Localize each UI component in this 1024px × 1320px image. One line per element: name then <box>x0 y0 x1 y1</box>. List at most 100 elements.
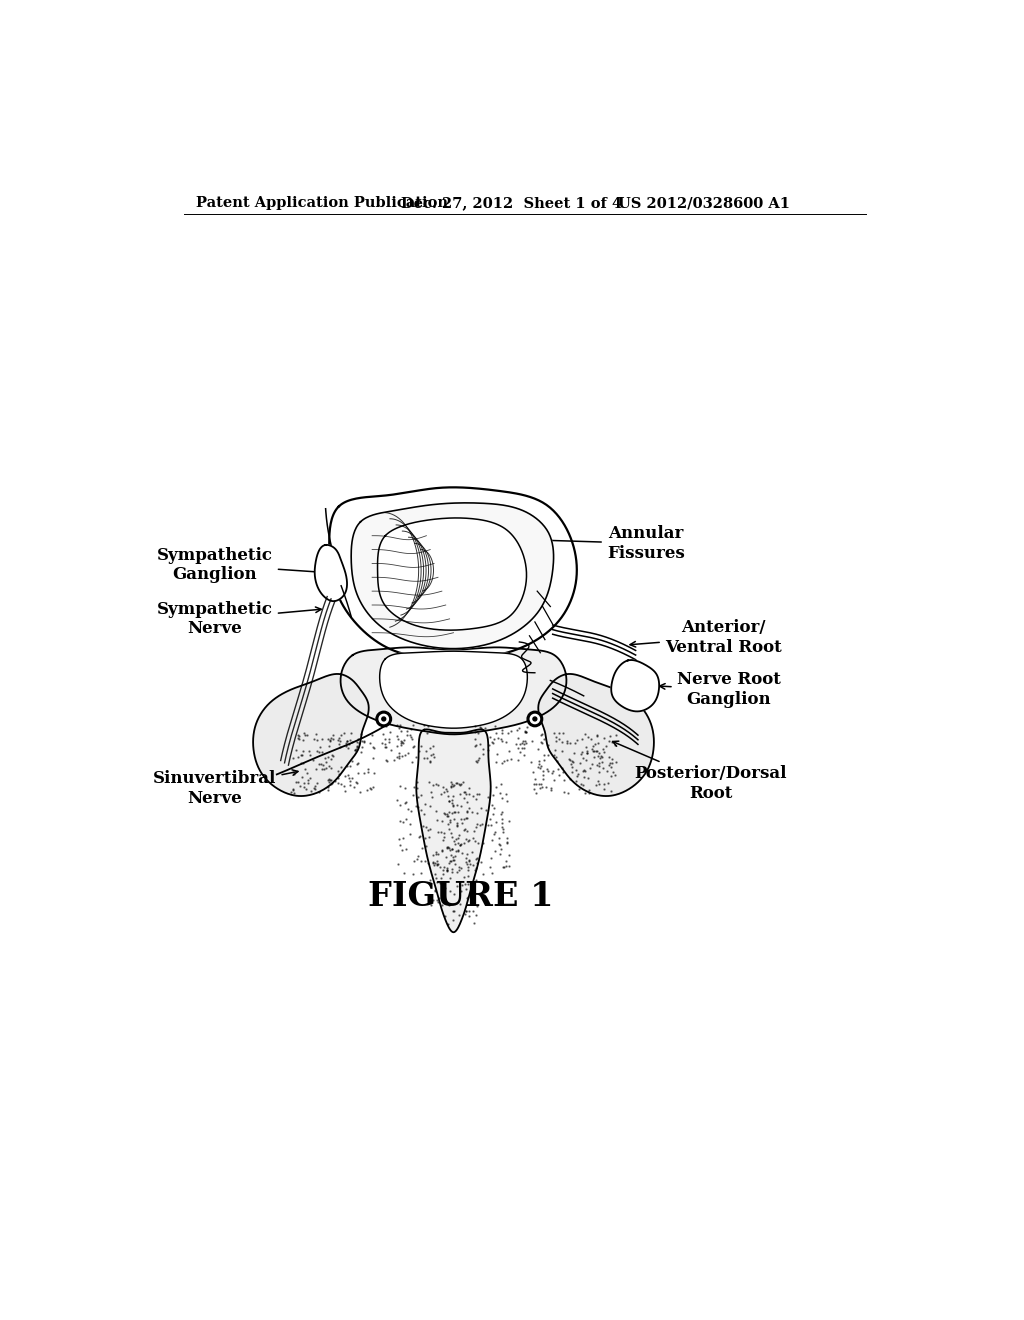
Point <box>447 841 464 862</box>
Point <box>485 784 502 805</box>
Point <box>297 725 313 746</box>
Point <box>487 776 504 797</box>
Point <box>324 727 340 748</box>
Point <box>602 766 618 787</box>
Point <box>458 900 474 921</box>
Point <box>608 725 625 746</box>
Point <box>538 776 554 797</box>
Point <box>450 813 466 834</box>
Point <box>562 754 579 775</box>
Point <box>451 859 467 880</box>
Point <box>486 797 503 818</box>
Point <box>450 801 466 822</box>
Point <box>423 787 439 808</box>
Point <box>446 854 463 875</box>
Point <box>321 755 337 776</box>
Point <box>427 800 443 821</box>
Point <box>401 824 418 845</box>
Point <box>290 771 306 792</box>
Point <box>546 744 562 766</box>
Point <box>443 793 460 814</box>
Point <box>342 755 358 776</box>
Point <box>323 774 339 795</box>
Point <box>425 735 441 756</box>
Point <box>465 828 481 849</box>
Circle shape <box>382 717 386 721</box>
Point <box>379 751 395 772</box>
Point <box>452 774 468 795</box>
Point <box>420 715 436 737</box>
Point <box>501 741 517 762</box>
Point <box>430 775 446 796</box>
Point <box>523 751 540 772</box>
Point <box>337 780 353 801</box>
Point <box>470 722 486 743</box>
Point <box>573 774 590 795</box>
Point <box>440 913 457 935</box>
Point <box>536 748 552 770</box>
Point <box>420 826 436 847</box>
Point <box>546 722 562 743</box>
Point <box>493 803 509 824</box>
Point <box>308 729 325 750</box>
Point <box>286 779 302 800</box>
Text: FIGURE 1: FIGURE 1 <box>369 879 554 912</box>
Point <box>295 729 311 750</box>
Point <box>403 751 420 772</box>
Point <box>481 808 498 829</box>
Point <box>496 750 512 771</box>
Point <box>439 785 456 807</box>
Point <box>429 854 445 875</box>
Polygon shape <box>539 675 654 796</box>
Point <box>530 774 547 795</box>
Point <box>453 833 469 854</box>
Point <box>461 797 477 818</box>
Point <box>441 791 458 812</box>
Point <box>467 715 483 737</box>
Point <box>443 838 460 859</box>
Point <box>430 853 446 874</box>
Point <box>488 751 505 772</box>
Point <box>437 779 454 800</box>
Point <box>449 772 465 793</box>
Point <box>435 863 452 884</box>
Point <box>469 813 485 834</box>
Point <box>393 731 410 752</box>
Point <box>494 801 510 822</box>
Point <box>459 808 475 829</box>
Point <box>458 828 474 849</box>
Point <box>451 904 467 925</box>
Point <box>398 838 415 859</box>
Point <box>584 754 600 775</box>
Point <box>389 729 406 750</box>
Point <box>353 737 370 758</box>
Point <box>445 775 462 796</box>
Point <box>468 750 484 771</box>
Point <box>585 741 601 762</box>
Point <box>588 741 604 762</box>
Point <box>458 807 474 828</box>
Point <box>474 863 490 884</box>
Point <box>602 780 618 801</box>
Point <box>534 756 550 777</box>
Point <box>591 755 607 776</box>
Point <box>314 729 331 750</box>
Point <box>548 731 564 752</box>
Point <box>436 803 453 824</box>
Point <box>578 783 594 804</box>
Point <box>342 775 358 796</box>
Point <box>465 785 481 807</box>
Point <box>467 735 483 756</box>
Point <box>391 746 408 767</box>
Point <box>555 762 571 783</box>
Point <box>393 730 410 751</box>
Point <box>422 750 438 771</box>
Point <box>344 750 360 771</box>
Point <box>365 776 381 797</box>
Point <box>344 767 360 788</box>
Point <box>423 744 439 766</box>
Point <box>483 795 500 816</box>
Point <box>286 763 302 784</box>
Point <box>461 900 477 921</box>
Point <box>459 801 475 822</box>
